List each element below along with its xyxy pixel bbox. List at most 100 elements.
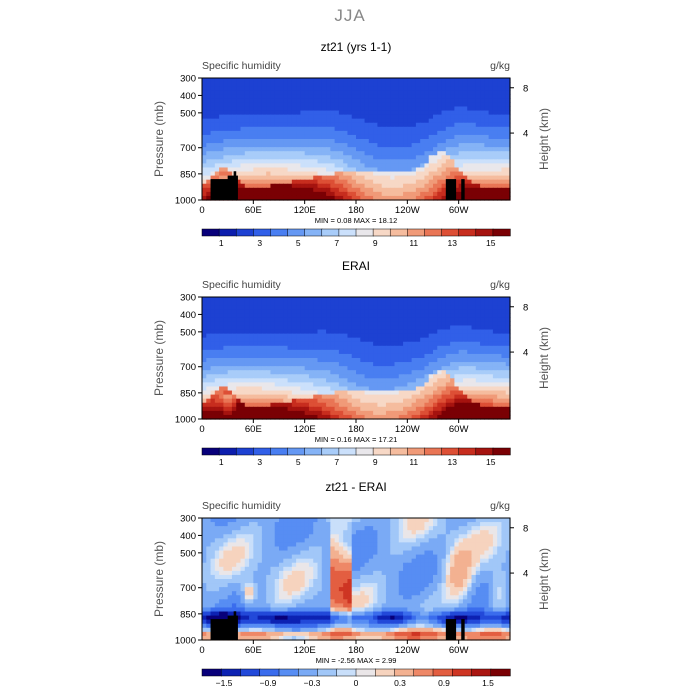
heatmap-cell	[368, 321, 374, 327]
heatmap-cell	[202, 546, 207, 552]
heatmap-cell	[480, 167, 485, 173]
heatmap-cell	[219, 78, 224, 83]
heatmap-cell	[210, 78, 216, 83]
heatmap-cell	[411, 402, 417, 408]
colorbar-swatch	[201, 228, 220, 237]
heatmap-cell	[321, 378, 327, 383]
heatmap-cell	[351, 301, 357, 306]
heatmap-cell	[202, 191, 207, 197]
heatmap-cell	[497, 374, 503, 379]
heatmap-cell	[356, 313, 361, 318]
heatmap-cell	[497, 522, 503, 527]
heatmap-cell	[334, 534, 340, 539]
heatmap-cell	[253, 378, 259, 383]
heatmap-cell	[373, 362, 378, 367]
heatmap-cell	[300, 382, 306, 388]
heatmap-cell	[274, 187, 280, 193]
heatmap-cell	[313, 179, 319, 185]
heatmap-cell	[257, 333, 263, 339]
heatmap-cell	[351, 522, 357, 527]
heatmap-cell	[394, 122, 400, 128]
heatmap-cell	[227, 546, 233, 552]
heatmap-cell	[266, 534, 272, 539]
heatmap-cell	[202, 110, 207, 116]
heatmap-cell	[450, 78, 455, 83]
heatmap-cell	[505, 530, 511, 535]
heatmap-cell	[441, 317, 447, 322]
heatmap-cell	[364, 378, 370, 383]
heatmap-cell	[484, 349, 490, 355]
heatmap-cell	[394, 309, 400, 314]
heatmap-cell	[244, 179, 250, 185]
heatmap-cell	[279, 530, 284, 535]
heatmap-cell	[338, 321, 344, 327]
heatmap-cell	[343, 410, 349, 416]
heatmap-cell	[462, 171, 468, 177]
heatmap-cell	[274, 179, 280, 185]
heatmap-cell	[356, 191, 361, 197]
heatmap-cell	[437, 534, 443, 539]
heatmap-cell	[467, 349, 473, 355]
heatmap-cell	[231, 86, 237, 91]
heatmap-cell	[433, 410, 438, 416]
heatmap-cell	[420, 321, 426, 327]
heatmap-cell	[240, 378, 246, 383]
heatmap-cell	[287, 321, 293, 327]
heatmap-cell	[227, 526, 233, 531]
heatmap-cell	[227, 86, 233, 91]
heatmap-cell	[202, 390, 207, 396]
heatmap-cell	[308, 305, 314, 310]
heatmap-cell	[219, 358, 224, 363]
heatmap-cell	[334, 139, 340, 144]
heatmap-cell	[321, 542, 327, 548]
heatmap-cell	[240, 410, 246, 416]
heatmap-cell	[321, 349, 327, 355]
heatmap-cell	[381, 313, 387, 318]
heatmap-cell	[279, 526, 284, 531]
heatmap-cell	[296, 321, 301, 327]
heatmap-cell	[462, 187, 468, 193]
heatmap-cell	[304, 313, 310, 318]
heatmap-cell	[407, 106, 413, 112]
heatmap-cell	[394, 106, 400, 112]
heatmap-cell	[291, 522, 297, 527]
heatmap-cell	[492, 534, 498, 539]
heatmap-cell	[308, 82, 314, 87]
heatmap-cell	[364, 325, 370, 331]
heatmap-cell	[390, 187, 396, 193]
heatmap-cell	[420, 398, 426, 404]
heatmap-cell	[300, 538, 306, 543]
heatmap-cell	[433, 195, 438, 201]
heatmap-cell	[343, 522, 349, 527]
heatmap-cell	[488, 313, 494, 318]
heatmap-cell	[411, 353, 417, 359]
heatmap-cell	[360, 538, 366, 543]
heatmap-cell	[364, 305, 370, 310]
heatmap-cell	[291, 151, 297, 156]
heatmap-cell	[467, 366, 473, 371]
heatmap-cell	[202, 538, 207, 543]
heatmap-cell	[368, 301, 374, 306]
heatmap-cell	[296, 159, 301, 164]
heatmap-cell	[445, 147, 451, 152]
heatmap-cell	[364, 134, 370, 140]
heatmap-cell	[249, 414, 254, 420]
heatmap-cell	[381, 321, 387, 327]
heatmap-cell	[334, 530, 340, 535]
heatmap-cell	[462, 126, 468, 132]
heatmap-cell	[501, 126, 507, 132]
heatmap-cell	[279, 390, 284, 396]
heatmap-cell	[424, 317, 430, 322]
heatmap-cell	[462, 159, 468, 164]
heatmap-cell	[441, 518, 447, 523]
heatmap-cell	[287, 309, 293, 314]
heatmap-cell	[505, 159, 511, 164]
heatmap-cell	[484, 313, 490, 318]
heatmap-cell	[266, 526, 272, 531]
heatmap-cell	[381, 402, 387, 408]
heatmap-cell	[338, 305, 344, 310]
heatmap-cell	[433, 179, 438, 185]
heatmap-cell	[300, 546, 306, 552]
heatmap-cell	[253, 151, 259, 156]
heatmap-cell	[433, 386, 438, 392]
